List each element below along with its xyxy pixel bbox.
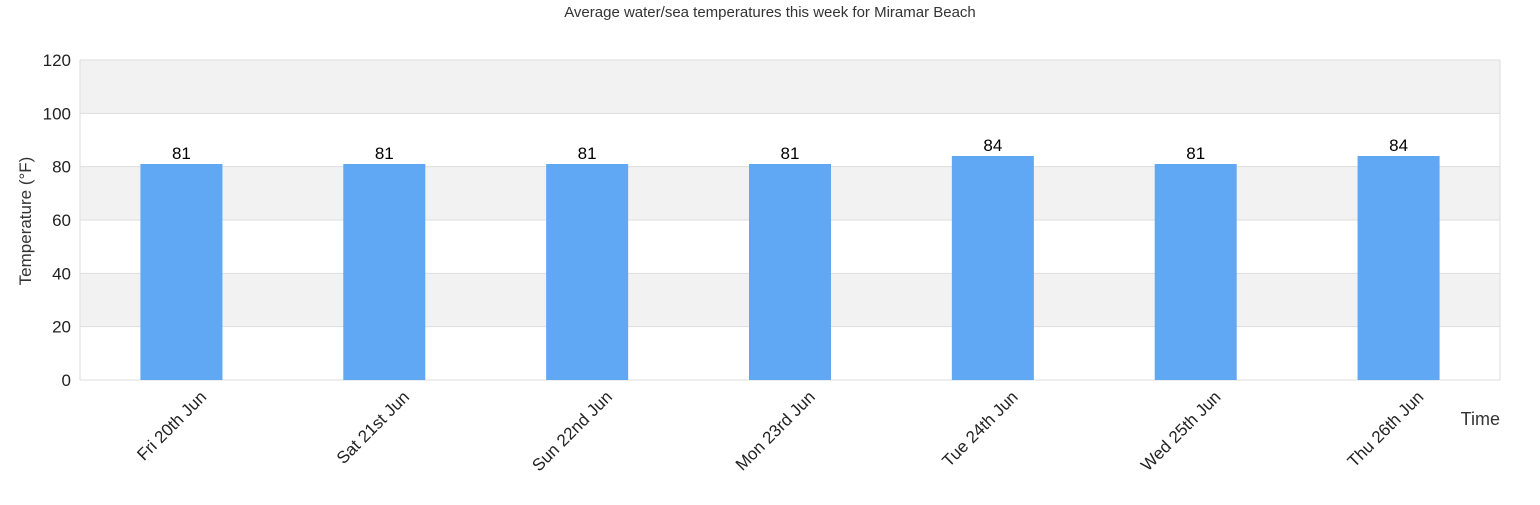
y-tick-label: 80: [52, 158, 71, 177]
y-tick-label: 20: [52, 318, 71, 337]
x-tick-label: Fri 20th Jun: [133, 387, 210, 464]
x-axis-ticks: Fri 20th Jun Sat 21st Jun Sun 22nd Jun Mon …: [133, 387, 1427, 475]
bar-value-label: 81: [1186, 144, 1205, 163]
bar-value-label: 81: [172, 144, 191, 163]
chart-title: Average water/sea temperatures this week…: [564, 4, 976, 21]
y-axis-ticks: 0 20 40 60 80 100 120: [43, 51, 71, 390]
y-tick-label: 40: [52, 264, 71, 283]
y-tick-label: 120: [43, 51, 71, 70]
bar: [546, 164, 629, 380]
x-tick-label: Tue 24th Jun: [939, 387, 1022, 470]
y-tick-label: 0: [62, 371, 71, 390]
y-tick-label: 100: [43, 104, 71, 123]
plot-band: [80, 60, 1500, 114]
y-axis-label: Temperature (°F): [16, 157, 35, 286]
data-labels: 81 81 81 81 84 81 84: [172, 136, 1408, 163]
bar: [951, 156, 1034, 380]
x-tick-label: Thu 26th Jun: [1344, 387, 1428, 471]
bar: [749, 164, 831, 380]
x-tick-label: Sat 21st Jun: [333, 387, 413, 467]
bar: [140, 164, 223, 380]
y-tick-label: 60: [52, 211, 71, 230]
x-tick-label: Sun 22nd Jun: [528, 387, 616, 475]
x-axis-label: Time: [1461, 409, 1500, 429]
bar-value-label: 84: [1389, 136, 1408, 155]
bar: [343, 164, 426, 380]
x-tick-label: Wed 25th Jun: [1137, 387, 1224, 474]
bars: [140, 156, 1440, 380]
bar-value-label: 81: [578, 144, 597, 163]
bar-value-label: 84: [983, 136, 1002, 155]
bar-value-label: 81: [375, 144, 394, 163]
bar: [1154, 164, 1237, 380]
bar: [1357, 156, 1440, 380]
x-tick-label: Mon 23rd Jun: [732, 387, 819, 474]
bar-value-label: 81: [781, 144, 800, 163]
